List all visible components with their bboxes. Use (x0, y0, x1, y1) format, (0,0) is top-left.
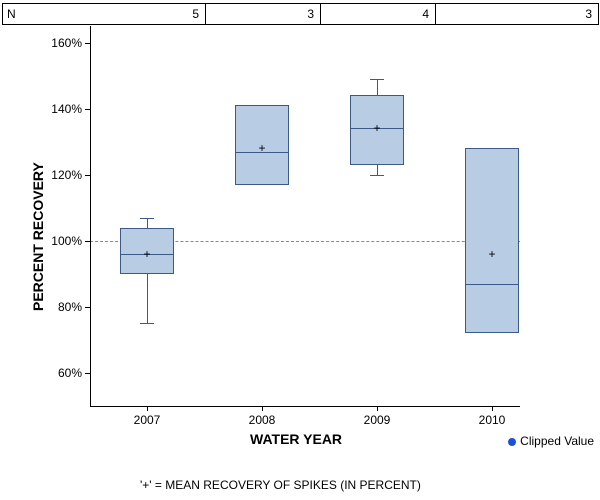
legend-label: Clipped Value (520, 434, 594, 448)
n-label: N (7, 7, 16, 21)
y-axis-line (90, 26, 91, 406)
cap-upper (140, 218, 154, 219)
n-cell: 3 (435, 3, 599, 25)
n-cell: 4 (320, 3, 436, 25)
whisker-upper (147, 218, 148, 228)
n-cell: N5 (2, 3, 206, 25)
x-axis-label: WATER YEAR (250, 431, 342, 447)
y-tick-label: 120% (46, 168, 82, 182)
x-tick (377, 406, 378, 411)
x-tick-label: 2008 (249, 413, 276, 427)
whisker-lower (377, 165, 378, 175)
n-value: 4 (422, 4, 429, 24)
mean-marker: + (486, 248, 498, 260)
y-tick-label: 140% (46, 102, 82, 116)
footnote: '+' = MEAN RECOVERY OF SPIKES (IN PERCEN… (140, 478, 421, 492)
cap-lower (370, 175, 384, 176)
legend: Clipped Value (508, 434, 594, 448)
y-tick-label: 160% (46, 36, 82, 50)
x-tick-label: 2009 (364, 413, 391, 427)
mean-marker: + (256, 142, 268, 154)
y-axis-label: PERCENT RECOVERY (30, 162, 46, 311)
y-tick (85, 43, 90, 44)
y-tick-label: 80% (46, 300, 82, 314)
y-tick (85, 307, 90, 308)
y-tick (85, 373, 90, 374)
n-value: 5 (192, 4, 199, 24)
y-tick (85, 175, 90, 176)
cap-upper (370, 79, 384, 80)
n-value: 3 (307, 4, 314, 24)
n-cell: 3 (205, 3, 321, 25)
legend-marker (508, 438, 516, 446)
x-tick-label: 2010 (479, 413, 506, 427)
plot-area (90, 26, 520, 406)
box (465, 148, 519, 333)
n-header: N5343 (0, 3, 600, 25)
n-value: 3 (585, 4, 592, 24)
y-tick (85, 241, 90, 242)
mean-marker: + (141, 248, 153, 260)
whisker-upper (377, 79, 378, 96)
x-tick (492, 406, 493, 411)
x-tick (262, 406, 263, 411)
y-tick-label: 100% (46, 234, 82, 248)
median-line (465, 284, 519, 285)
mean-marker: + (371, 122, 383, 134)
x-tick (147, 406, 148, 411)
x-tick-label: 2007 (134, 413, 161, 427)
whisker-lower (147, 274, 148, 324)
y-tick (85, 109, 90, 110)
y-tick-label: 60% (46, 366, 82, 380)
cap-lower (140, 323, 154, 324)
x-axis-line (90, 406, 520, 407)
